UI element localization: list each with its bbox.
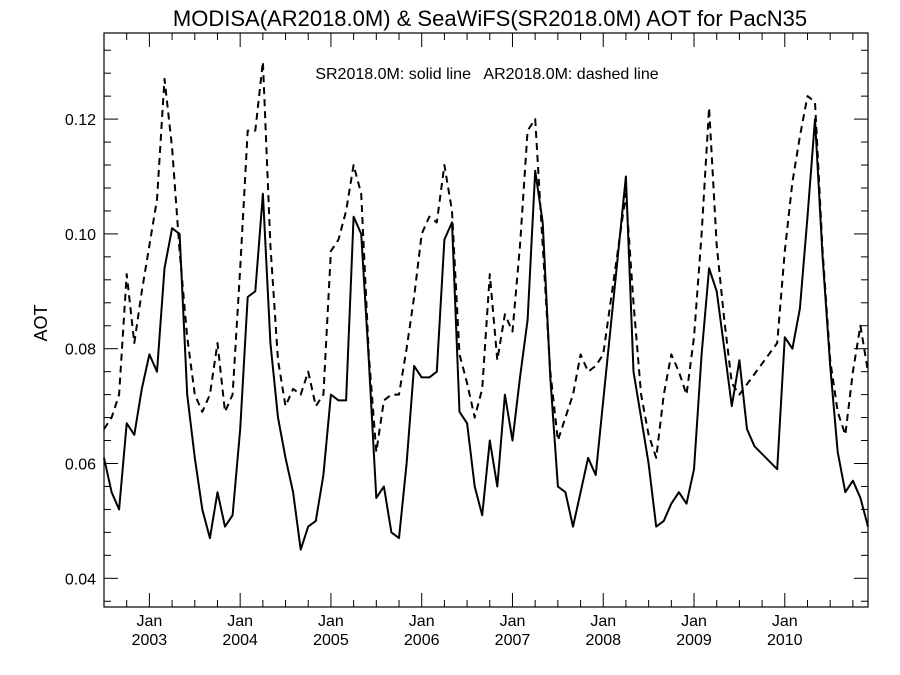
x-tick-year: 2007: [495, 632, 531, 649]
x-tick-month: Jan: [590, 613, 616, 630]
x-tick-year: 2006: [404, 632, 440, 649]
x-tick-month: Jan: [136, 613, 162, 630]
line-style-annotation: SR2018.0M: solid line AR2018.0M: dashed …: [315, 66, 658, 83]
x-tick-year: 2005: [313, 632, 349, 649]
series-line-sr2018-0m: [103, 118, 869, 551]
x-tick-month: Jan: [772, 613, 798, 630]
series-group: [103, 60, 869, 551]
y-axis-label: AOT: [31, 304, 51, 341]
y-tick-label: 0.10: [65, 227, 96, 244]
series-line-ar2018-0m: [103, 60, 869, 459]
y-tick-label: 0.12: [65, 112, 96, 129]
x-tick-year: 2008: [585, 632, 621, 649]
chart-title: MODISA(AR2018.0M) & SeaWiFS(SR2018.0M) A…: [173, 6, 807, 31]
x-tick-year: 2010: [767, 632, 803, 649]
x-tick-year: 2003: [132, 632, 168, 649]
axis-ticks: 0.04 0.06 0.08 0.10 0.12 Jan 2003 Jan 2004 Jan 200…: [65, 33, 868, 649]
x-tick-month: Jan: [500, 613, 526, 630]
y-tick-label: 0.06: [65, 457, 96, 474]
x-tick-year: 2009: [676, 632, 712, 649]
x-tick-month: Jan: [409, 613, 435, 630]
x-tick-month: Jan: [318, 613, 344, 630]
x-tick-month: Jan: [227, 613, 253, 630]
y-tick-label: 0.08: [65, 342, 96, 359]
x-tick-year: 2004: [222, 632, 258, 649]
x-tick-month: Jan: [681, 613, 707, 630]
plot-frame: [103, 32, 869, 608]
y-tick-label: 0.04: [65, 571, 96, 588]
